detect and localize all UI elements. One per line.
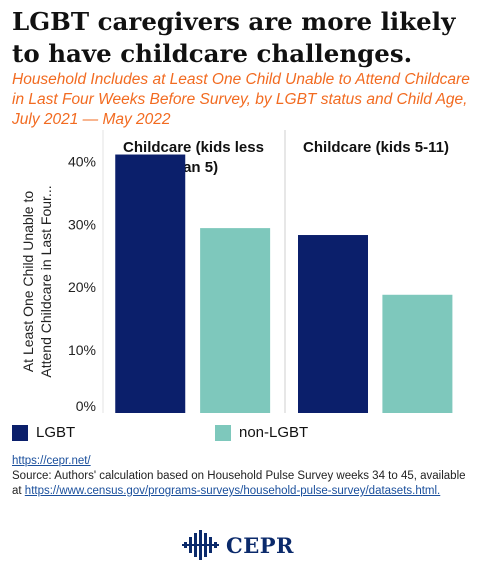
legend: LGBT non-LGBT [12, 424, 472, 446]
source-text: Source: Authors' calculation based on Ho… [12, 470, 466, 497]
y-tick-label: 30% [68, 216, 96, 232]
bar-lgbt [298, 235, 368, 413]
y-tick-label: 40% [68, 153, 96, 169]
legend-item-non-lgbt: non-LGBT [215, 424, 308, 441]
panel-header-text: Childcare (kids less [123, 139, 264, 156]
y-axis-label: Attend Childcare in Last Four... [38, 185, 54, 377]
legend-swatch-non-lgbt [215, 424, 231, 441]
legend-item-lgbt: LGBT [12, 424, 75, 441]
legend-swatch-lgbt [12, 424, 28, 441]
panel-header-text: Childcare (kids 5-11) [303, 139, 449, 156]
cepr-link[interactable]: https://cepr.net/ [12, 455, 91, 467]
bar-non-lgbt [200, 228, 271, 413]
chart-subtitle: Household Includes at Least One Child Un… [12, 71, 470, 128]
bar-lgbt [115, 154, 186, 413]
bar-non-lgbt [382, 294, 453, 413]
chart-title: LGBT caregivers are more likely to have … [12, 7, 456, 68]
y-tick-label: 10% [68, 342, 96, 358]
cepr-logo-icon [182, 530, 219, 560]
legend-label-non-lgbt: non-LGBT [239, 424, 309, 441]
cepr-logo-text: CEPR [226, 532, 294, 558]
y-tick-label: 20% [68, 279, 96, 295]
source-note: Source: Authors' calculation based on Ho… [12, 469, 467, 499]
legend-label-lgbt: LGBT [36, 424, 76, 441]
y-axis-label: At Least One Child Unable to [20, 191, 36, 373]
cepr-logo: CEPR [182, 530, 294, 560]
y-tick-label: 0% [76, 398, 96, 414]
source-dataset-link[interactable]: https://www.census.gov/programs-surveys/… [24, 485, 441, 497]
